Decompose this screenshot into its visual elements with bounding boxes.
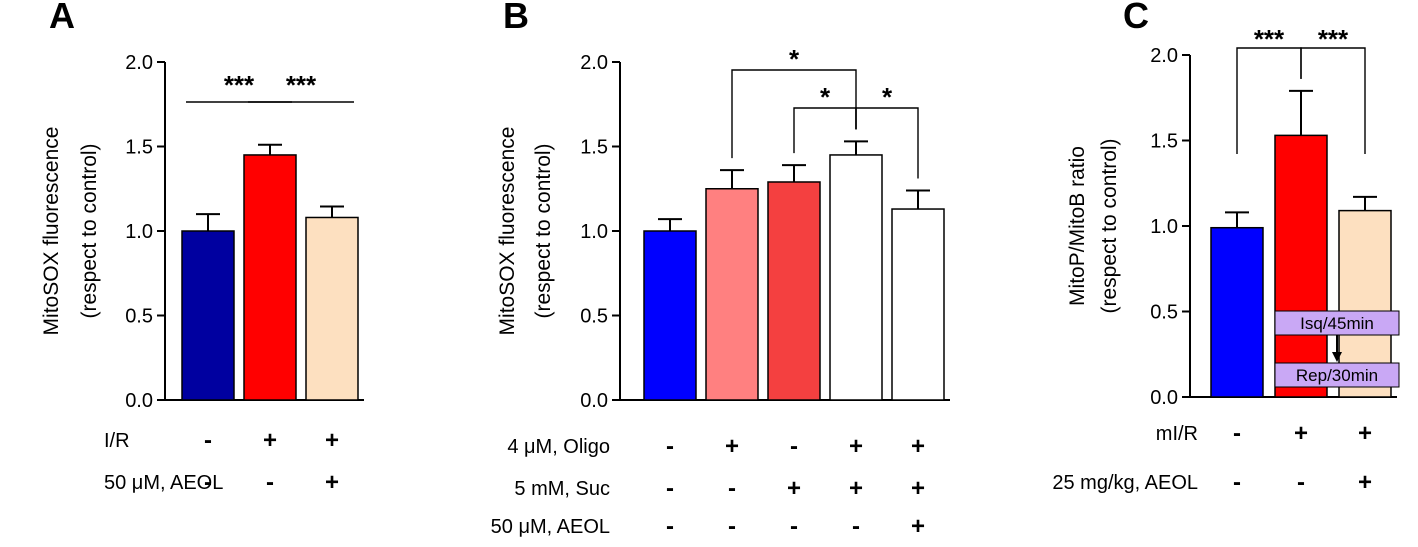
y-tick-label: 1.0 <box>125 221 153 243</box>
bar <box>1274 134 1328 398</box>
y-tick-label: 0.0 <box>580 390 608 412</box>
condition-mark: - <box>1233 420 1241 447</box>
y-tick-label: 1.0 <box>1150 216 1178 238</box>
bar <box>181 230 235 401</box>
significance-bracket <box>731 69 857 159</box>
condition-mark: + <box>911 475 925 502</box>
significance-bracket <box>855 107 919 179</box>
condition-label: I/R <box>104 430 130 452</box>
significance-stars: * <box>882 82 893 112</box>
y-axis-subtitle: (respect to control) <box>78 143 101 318</box>
significance-stars: *** <box>224 70 255 100</box>
y-tick-label: 0.5 <box>580 306 608 328</box>
condition-mark: + <box>849 475 863 502</box>
condition-label: 50 μM, AEOL <box>104 472 223 494</box>
y-tick-label: 2.0 <box>1150 45 1178 67</box>
callout-box-top <box>1274 310 1400 336</box>
y-axis-title: MitoSOX fluorescence <box>40 127 63 336</box>
bar <box>767 181 821 401</box>
y-tick-label: 0.5 <box>1150 302 1178 324</box>
condition-label: mI/R <box>1156 423 1198 445</box>
condition-mark: - <box>1233 469 1241 496</box>
panel-letter: B <box>503 0 529 36</box>
significance-stars: *** <box>286 70 317 100</box>
y-tick-label: 1.5 <box>125 137 153 159</box>
panel-a: A MitoSOX fluorescence (respect to control… <box>40 0 364 496</box>
condition-mark: + <box>911 433 925 460</box>
y-tick-label: 1.5 <box>580 137 608 159</box>
significance-stars: *** <box>1318 24 1349 54</box>
y-tick-label: 2.0 <box>125 52 153 74</box>
condition-label: 25 mg/kg, AEOL <box>1052 472 1198 494</box>
callout-bottom-label: Rep/30min <box>1296 366 1378 385</box>
condition-mark: + <box>911 513 925 540</box>
condition-mark: - <box>728 475 736 502</box>
condition-mark: - <box>266 469 274 496</box>
y-axis-title: MitoSOX fluorescence <box>496 127 519 336</box>
condition-label: 5 mM, Suc <box>514 478 610 500</box>
panel-b: B MitoSOX fluorescence (respect to control… <box>491 0 950 540</box>
y-tick-label: 1.0 <box>580 221 608 243</box>
panel-c: C MitoP/MitoB ratio (respect to control) 0.… <box>1052 0 1400 496</box>
panel-letter: A <box>49 0 75 36</box>
condition-mark: - <box>204 469 212 496</box>
condition-mark: + <box>787 475 801 502</box>
callout-box-bottom <box>1274 362 1400 388</box>
bar <box>705 188 759 401</box>
y-axis-subtitle: (respect to control) <box>532 143 555 318</box>
y-axis-subtitle: (respect to control) <box>1098 138 1121 313</box>
bar <box>829 154 883 401</box>
condition-mark: + <box>725 433 739 460</box>
y-tick-label: 1.5 <box>1150 131 1178 153</box>
significance-bracket <box>1300 47 1366 154</box>
bar <box>243 154 297 401</box>
condition-mark: - <box>728 513 736 540</box>
y-tick-label: 0.0 <box>1150 387 1178 409</box>
panel-letter: C <box>1123 0 1149 36</box>
condition-mark: - <box>790 433 798 460</box>
condition-mark: - <box>852 513 860 540</box>
significance-stars: *** <box>1254 24 1285 54</box>
arrow-down-icon <box>1332 352 1342 362</box>
condition-mark: - <box>790 513 798 540</box>
condition-mark: - <box>666 513 674 540</box>
condition-mark: + <box>1358 420 1372 447</box>
significance-stars: * <box>820 82 831 112</box>
y-tick-label: 0.0 <box>125 390 153 412</box>
condition-mark: - <box>666 475 674 502</box>
condition-mark: + <box>263 427 277 454</box>
y-tick-label: 0.5 <box>125 306 153 328</box>
condition-mark: + <box>325 427 339 454</box>
y-axis-title: MitoP/MitoB ratio <box>1066 146 1089 306</box>
condition-mark: + <box>849 433 863 460</box>
significance-stars: * <box>789 44 800 74</box>
bar <box>643 230 697 401</box>
condition-mark: + <box>1358 469 1372 496</box>
condition-mark: - <box>1297 469 1305 496</box>
condition-mark: + <box>325 469 339 496</box>
y-tick-label: 2.0 <box>580 52 608 74</box>
significance-bracket <box>793 107 857 154</box>
bar <box>891 208 945 401</box>
condition-label: 4 μM, Oligo <box>507 436 610 458</box>
bar <box>305 216 359 401</box>
callout-top-label: Isq/45min <box>1300 314 1374 333</box>
condition-mark: - <box>204 427 212 454</box>
condition-label: 50 μM, AEOL <box>491 516 610 538</box>
condition-mark: - <box>666 433 674 460</box>
condition-mark: + <box>1294 420 1308 447</box>
bar <box>1210 226 1264 398</box>
